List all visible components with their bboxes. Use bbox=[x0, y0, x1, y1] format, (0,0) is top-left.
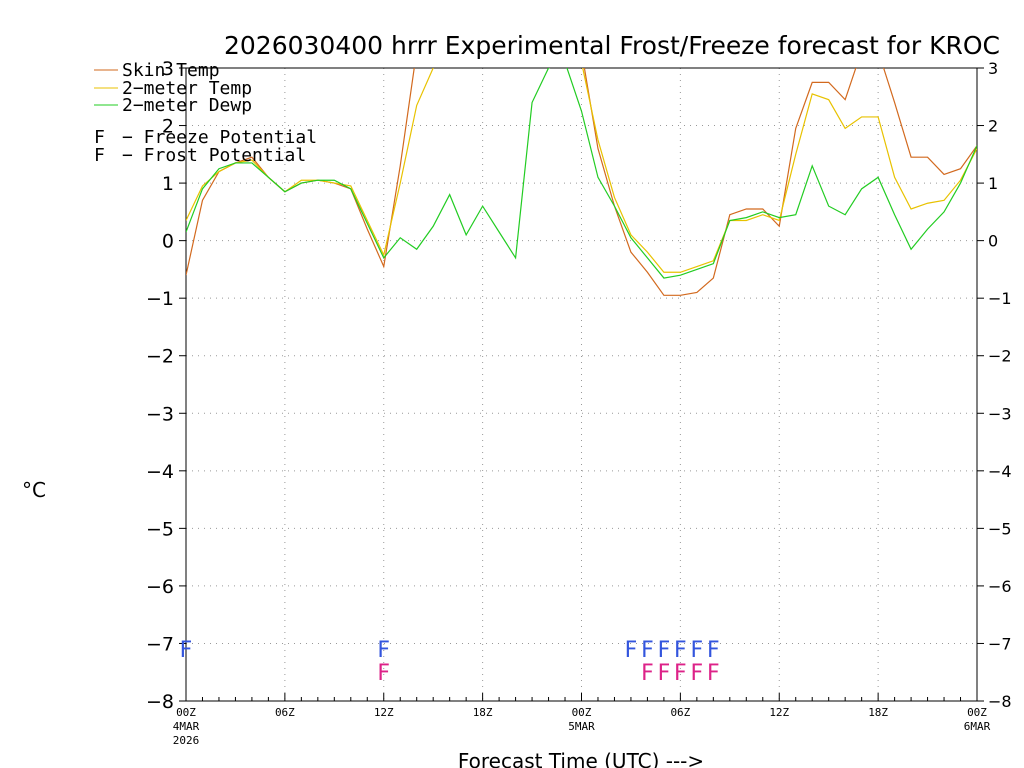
y-axis-left: −8 −7 −6 −5 −4 −3 −2 −1 0 1 2 3 bbox=[146, 58, 186, 713]
y-tick-label: 3 bbox=[162, 58, 174, 80]
x-tick-label: 00Z bbox=[967, 706, 987, 719]
y-tick-label: −1 bbox=[146, 288, 174, 310]
frost-flag: F bbox=[707, 638, 720, 663]
y-tick-label-right: −6 bbox=[988, 577, 1012, 596]
freeze-flag: F bbox=[691, 661, 704, 686]
legend: Skin Temp 2−meter Temp 2−meter Dewp F − … bbox=[94, 60, 317, 166]
series-line-2-meter-temp bbox=[582, 68, 977, 273]
y-tick-label: −8 bbox=[146, 691, 174, 713]
chart-title: 2026030400 hrrr Experimental Frost/Freez… bbox=[224, 31, 1000, 60]
freeze-flag: F bbox=[658, 661, 671, 686]
legend-frost-letter: F bbox=[94, 145, 105, 166]
y-tick-label-right: −4 bbox=[988, 462, 1012, 481]
x-tick-label: 06Z bbox=[670, 706, 690, 719]
y-axis-label: °C bbox=[22, 478, 46, 502]
y-tick-label: −6 bbox=[146, 576, 174, 598]
frost-flag: F bbox=[658, 638, 671, 663]
x-tick-date: 4MAR bbox=[173, 720, 200, 733]
y-tick-label: 2 bbox=[162, 116, 174, 138]
frost-flag: F bbox=[641, 638, 654, 663]
y-tick-label: −3 bbox=[146, 403, 174, 425]
y-axis-right: −8 −7 −6 −5 −4 −3 −2 −1 0 1 2 3 bbox=[977, 59, 1012, 711]
legend-freeze-letter: F bbox=[94, 127, 105, 148]
y-tick-label-right: −8 bbox=[988, 692, 1012, 711]
frost-flag: F bbox=[377, 638, 390, 663]
y-tick-label-right: −5 bbox=[988, 519, 1012, 538]
legend-label-2m-dewp: 2−meter Dewp bbox=[122, 95, 252, 116]
y-tick-label-right: −1 bbox=[988, 289, 1012, 308]
potential-flags: F F F F F F F FF F F F F F bbox=[180, 638, 720, 686]
x-tick-label: 00Z bbox=[176, 706, 196, 719]
frost-flag: F bbox=[625, 638, 638, 663]
frost-flag: F bbox=[691, 638, 704, 663]
x-axis-label: Forecast Time (UTC) ---> bbox=[458, 749, 704, 768]
y-tick-label-right: −3 bbox=[988, 404, 1012, 423]
x-tick-year: 2026 bbox=[173, 734, 200, 747]
x-tick-date: 6MAR bbox=[964, 720, 991, 733]
y-tick-label-right: −2 bbox=[988, 347, 1012, 366]
series-lines bbox=[186, 68, 977, 296]
y-tick-label: 0 bbox=[162, 231, 174, 253]
series-line-skin-temp bbox=[583, 68, 977, 296]
series-line-2-meter-dewp bbox=[186, 68, 977, 279]
x-tick-label: 12Z bbox=[374, 706, 394, 719]
legend-freeze-label: − Freeze Potential bbox=[122, 127, 317, 148]
frost-flag: F bbox=[180, 638, 193, 663]
y-tick-label-right: 1 bbox=[988, 174, 998, 193]
y-tick-label: 1 bbox=[162, 173, 174, 195]
y-tick-label-right: 3 bbox=[988, 59, 998, 78]
freeze-flag: F bbox=[674, 661, 687, 686]
freeze-flag: F bbox=[377, 661, 390, 686]
y-tick-label-right: 2 bbox=[988, 117, 998, 136]
y-tick-label: −5 bbox=[146, 518, 174, 540]
x-tick-label: 18Z bbox=[868, 706, 888, 719]
legend-label-skin-temp: Skin Temp bbox=[122, 60, 220, 81]
frost-flag: F bbox=[674, 638, 687, 663]
freeze-flag: F bbox=[641, 661, 654, 686]
x-tick-date: 5MAR bbox=[568, 720, 595, 733]
y-tick-label-right: 0 bbox=[988, 232, 998, 251]
y-tick-label-right: −7 bbox=[988, 634, 1012, 653]
series-line-2-meter-temp bbox=[186, 68, 434, 257]
x-tick-label: 00Z bbox=[572, 706, 592, 719]
x-tick-label: 18Z bbox=[473, 706, 493, 719]
x-tick-label: 12Z bbox=[769, 706, 789, 719]
y-tick-label: −2 bbox=[146, 346, 174, 368]
legend-label-2m-temp: 2−meter Temp bbox=[122, 78, 252, 99]
legend-frost-label: − Frost Potential bbox=[122, 145, 306, 166]
freeze-flag: F bbox=[707, 661, 720, 686]
y-tick-label: −4 bbox=[146, 461, 174, 483]
y-tick-label: −7 bbox=[146, 633, 174, 655]
x-tick-label: 06Z bbox=[275, 706, 295, 719]
